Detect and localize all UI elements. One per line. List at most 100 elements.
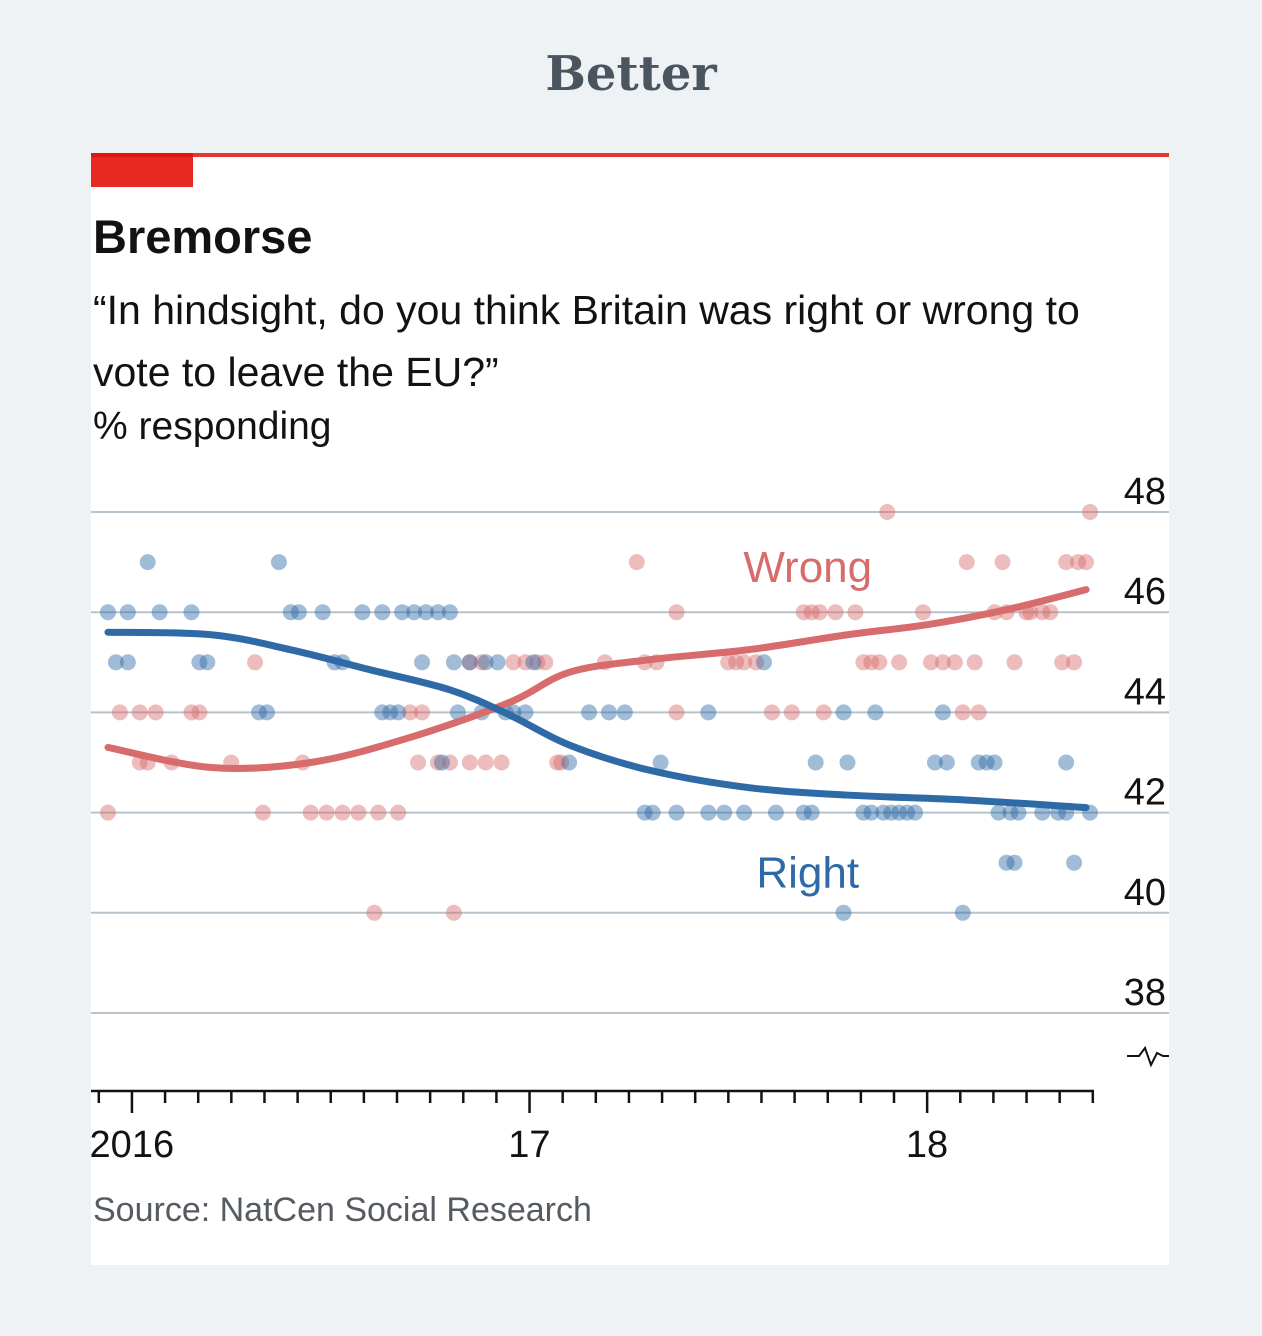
wrong-point: [736, 654, 753, 671]
wrong-point: [473, 654, 490, 671]
axis-break-icon: [1127, 1045, 1169, 1068]
wrong-point: [429, 754, 446, 771]
right-point: [449, 704, 466, 721]
right-point: [907, 804, 924, 821]
wrong-point: [720, 654, 737, 671]
wrong-point: [1042, 604, 1059, 621]
right-point: [736, 804, 753, 821]
wrong-point: [958, 554, 975, 571]
wrong-trend-line: [104, 586, 1090, 772]
wrong-point: [410, 754, 427, 771]
y-tick-label: 44: [1124, 671, 1166, 713]
right-point: [354, 604, 371, 621]
wrong-point: [1082, 504, 1099, 520]
right-point: [767, 804, 784, 821]
right-point: [390, 704, 407, 721]
wrong-point: [191, 704, 208, 721]
right-series-label: Right: [756, 849, 859, 898]
wrong-point: [795, 604, 812, 621]
right-trend-line: [104, 628, 1090, 812]
wrong-point: [871, 654, 888, 671]
right-point: [151, 604, 168, 621]
wrong-point: [183, 704, 200, 721]
wrong-point: [863, 654, 880, 671]
right-point: [644, 804, 661, 821]
wrong-point: [247, 654, 264, 671]
right-point: [839, 754, 856, 771]
right-point: [374, 604, 391, 621]
right-point: [1006, 854, 1023, 871]
chart-plot: 38 40 42 44 46 48 2016 17 18 Wrong Right: [91, 471, 1169, 1166]
wrong-point: [954, 704, 971, 721]
axis-break-icon: [1127, 1045, 1169, 1068]
wrong-point: [827, 604, 844, 621]
red-tag: [91, 153, 193, 187]
y-tick-label: 38: [1124, 972, 1166, 1014]
wrong-point: [461, 654, 478, 671]
right-point: [1002, 804, 1019, 821]
right-point: [107, 654, 124, 671]
right-point: [835, 904, 852, 921]
wrong-point: [334, 804, 351, 821]
wrong-point: [549, 754, 566, 771]
wrong-point: [131, 704, 148, 721]
right-points: [99, 554, 1099, 921]
chart-card: Bremorse “In hindsight, do you think Bri…: [91, 153, 1169, 1265]
right-point: [374, 704, 391, 721]
right-point: [441, 604, 458, 621]
right-point: [891, 804, 908, 821]
right-point: [616, 704, 633, 721]
wrong-point: [1058, 554, 1075, 571]
right-point: [290, 604, 307, 621]
right-point: [270, 554, 287, 571]
wrong-point: [537, 654, 554, 671]
wrong-point: [879, 504, 896, 520]
right-point: [445, 654, 462, 671]
wrong-point: [318, 804, 335, 821]
right-point: [433, 754, 450, 771]
wrong-point: [668, 704, 685, 721]
y-tick-label: 46: [1124, 571, 1166, 613]
wrong-point: [402, 704, 419, 721]
right-point: [954, 904, 971, 921]
wrong-point: [493, 754, 510, 771]
wrong-point: [1066, 654, 1083, 671]
right-point: [700, 704, 717, 721]
wrong-point: [255, 804, 272, 821]
wrong-point: [461, 754, 478, 771]
right-point: [990, 804, 1007, 821]
wrong-point: [847, 604, 864, 621]
right-point: [636, 804, 653, 821]
right-point: [139, 554, 156, 571]
right-point: [429, 604, 446, 621]
wrong-point: [1034, 604, 1051, 621]
x-tick-label: 18: [906, 1124, 948, 1166]
right-point: [899, 804, 916, 821]
wrong-point: [1006, 654, 1023, 671]
wrong-point: [811, 604, 828, 621]
right-point: [807, 754, 824, 771]
wrong-point: [1078, 554, 1095, 571]
x-tick-label: 2016: [91, 1124, 174, 1166]
wrong-point: [803, 604, 820, 621]
wrong-point: [763, 704, 780, 721]
wrong-point: [970, 704, 987, 721]
y-tick-label: 48: [1124, 471, 1166, 513]
right-point: [1066, 854, 1083, 871]
right-point: [581, 704, 598, 721]
wrong-point: [350, 804, 367, 821]
right-point: [517, 704, 534, 721]
right-point: [934, 704, 951, 721]
top-rule: [91, 153, 1169, 157]
right-point: [1010, 804, 1027, 821]
wrong-point: [529, 654, 546, 671]
right-point: [803, 804, 820, 821]
right-point: [199, 654, 216, 671]
wrong-point: [783, 704, 800, 721]
right-point: [835, 704, 852, 721]
wrong-point: [748, 654, 765, 671]
right-point: [863, 804, 880, 821]
wrong-point: [505, 654, 522, 671]
right-point: [477, 654, 494, 671]
wrong-point: [966, 654, 983, 671]
